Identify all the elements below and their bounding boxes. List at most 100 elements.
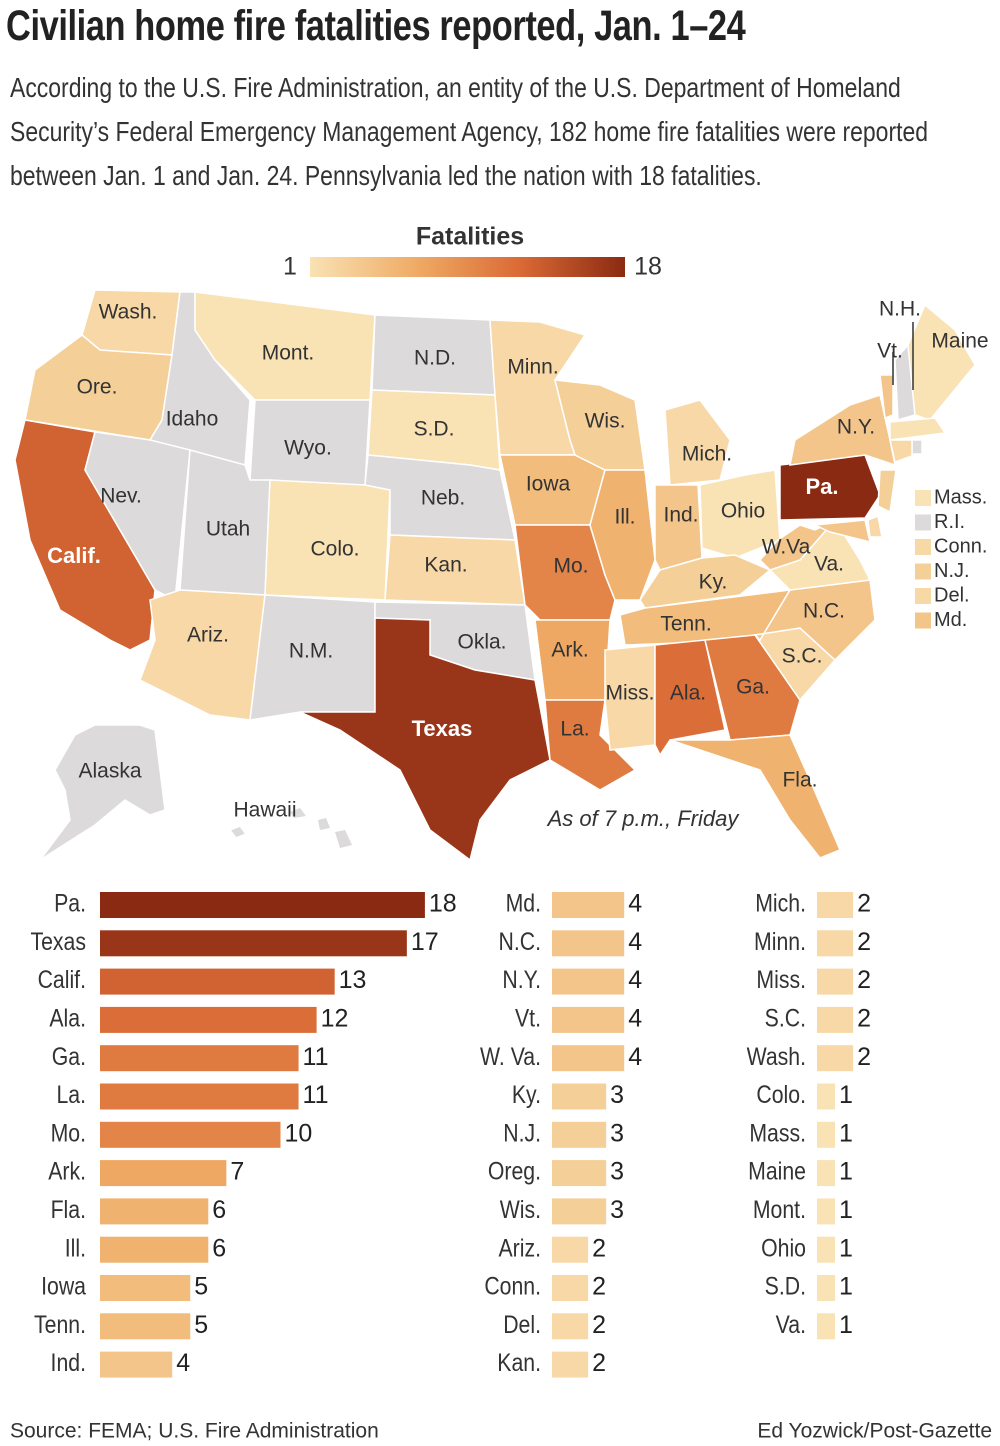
state-label: Wis.: [585, 410, 626, 433]
side-swatch: [915, 588, 931, 604]
bar-label: Va.: [776, 1310, 806, 1338]
bar-label: Mont.: [753, 1195, 806, 1223]
state-label: Nev.: [100, 485, 142, 508]
state: [39, 724, 166, 861]
state-label: Kan.: [424, 554, 467, 577]
state: [604, 644, 656, 751]
value-label: 2: [592, 1349, 606, 1377]
bar: [552, 1121, 607, 1148]
state-label: Ill.: [615, 506, 636, 529]
state-label: Wash.: [99, 301, 158, 324]
state: [911, 439, 923, 455]
bar: [817, 1006, 854, 1033]
bar-label: Calif.: [38, 966, 86, 994]
bar-label: La.: [56, 1080, 86, 1108]
state-label: Ga.: [736, 676, 770, 699]
bar: [552, 1275, 589, 1301]
value-label: 1: [839, 1311, 853, 1339]
value-label: 2: [592, 1234, 606, 1262]
value-label: 4: [628, 890, 642, 918]
value-label: 11: [303, 1043, 329, 1071]
state-label: N.C.: [803, 600, 845, 623]
value-label: 2: [857, 890, 871, 918]
value-label: 1: [839, 1234, 853, 1262]
map: [14, 289, 976, 862]
bar: [100, 1121, 281, 1148]
bar-label: N.Y.: [502, 966, 541, 994]
bar: [817, 1045, 854, 1072]
state-label: Ala.: [670, 682, 706, 705]
state: [907, 303, 976, 421]
state: [669, 734, 841, 859]
bar-label: W. Va.: [480, 1042, 541, 1070]
value-label: 2: [857, 928, 871, 956]
bar: [100, 1006, 317, 1033]
state-label: Mich.: [682, 443, 732, 466]
bar: [552, 1351, 589, 1378]
value-label: 4: [628, 966, 642, 994]
bar: [817, 968, 854, 995]
value-label: 4: [628, 928, 642, 956]
bar-label: Ill.: [65, 1234, 86, 1262]
bar: [817, 1198, 836, 1225]
bar-label: Maine: [748, 1157, 806, 1185]
value-label: 4: [176, 1349, 190, 1377]
state-label: Calif.: [47, 543, 101, 568]
bar: [100, 968, 335, 995]
state: [228, 825, 248, 839]
value-label: 4: [628, 1043, 642, 1071]
bar: [100, 1045, 299, 1072]
bar: [552, 1236, 589, 1263]
value-label: 18: [429, 890, 457, 918]
side-swatch: [915, 563, 931, 580]
state-label: Hawaii: [233, 799, 296, 822]
bar-label: Pa.: [54, 889, 86, 917]
value-label: 1: [839, 1196, 853, 1224]
bar-label: S.D.: [765, 1272, 806, 1300]
state-label: Ark.: [551, 639, 588, 662]
state-label: Pa.: [805, 474, 838, 499]
island: [318, 818, 330, 830]
bar: [100, 1351, 173, 1378]
state-label: Ariz.: [187, 624, 229, 647]
legend-gradient: [310, 257, 625, 277]
bar-label: Texas: [31, 927, 86, 955]
state-label: Mont.: [262, 342, 315, 365]
bar-label: Fla.: [51, 1195, 86, 1223]
value-label: 3: [610, 1119, 624, 1147]
value-label: 4: [628, 1005, 642, 1033]
state-label: Alaska: [78, 760, 141, 783]
bar-label: N.C.: [499, 927, 541, 955]
chart-title: Civilian home fire fatalities reported, …: [6, 2, 746, 50]
state: [589, 469, 656, 601]
source: Source: FEMA; U.S. Fire Administration: [10, 1420, 379, 1443]
bar-label: Mo.: [51, 1119, 86, 1147]
state: [879, 374, 894, 420]
value-label: 2: [857, 1043, 871, 1071]
value-label: 2: [857, 1005, 871, 1033]
bar-label: Iowa: [41, 1272, 86, 1300]
bar-label: Conn.: [484, 1272, 541, 1300]
bar: [817, 1275, 836, 1301]
bar: [552, 892, 625, 918]
bar-label: Ala.: [49, 1004, 86, 1032]
legend-max: 18: [634, 253, 662, 281]
bar-label: Mich.: [755, 889, 806, 917]
state-label: Texas: [412, 716, 473, 741]
bar-label: Wis.: [500, 1195, 541, 1223]
bar-label: Mass.: [749, 1119, 806, 1147]
state-label: Neb.: [421, 487, 465, 510]
value-label: 17: [411, 928, 439, 956]
state-label: Fla.: [782, 769, 817, 792]
bar: [817, 1083, 836, 1110]
value-label: 1: [839, 1273, 853, 1301]
state: [264, 479, 391, 601]
state-label: La.: [560, 718, 589, 741]
value-label: 1: [839, 1119, 853, 1147]
bar: [817, 1160, 836, 1187]
island: [290, 808, 306, 818]
bar: [552, 930, 625, 957]
bar: [100, 1275, 191, 1301]
state-label: N.Y.: [837, 416, 875, 439]
